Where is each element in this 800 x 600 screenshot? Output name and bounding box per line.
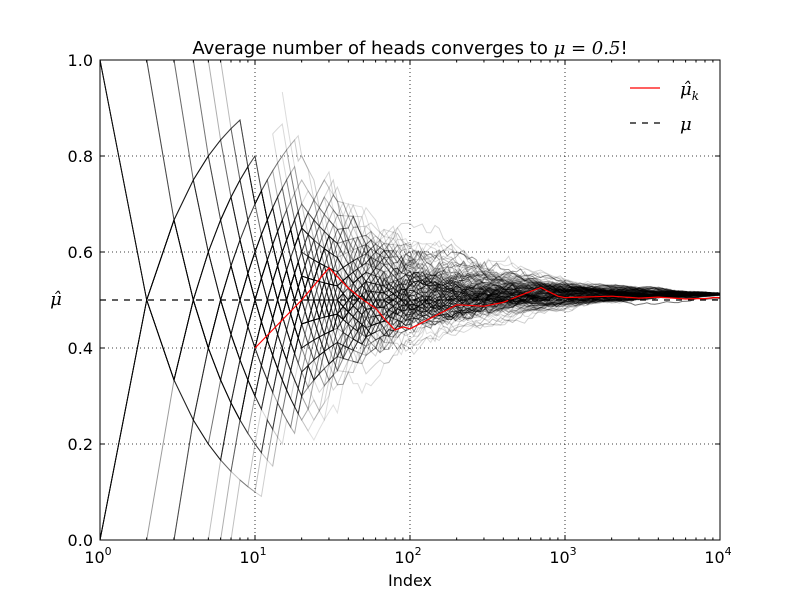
simulation-path <box>301 193 721 306</box>
simulation-path <box>254 282 721 371</box>
simulation-path <box>192 154 721 324</box>
simulation-path <box>192 179 721 323</box>
simulation-path <box>294 253 721 322</box>
simulation-path <box>207 249 721 349</box>
simulation-path <box>230 196 721 409</box>
simulation-path <box>277 162 720 323</box>
simulation-path <box>266 235 721 321</box>
simulation-path <box>173 269 721 381</box>
simulation-path <box>239 239 721 318</box>
simulation-path <box>192 238 721 421</box>
simulation-path <box>254 263 721 375</box>
simulation-path <box>247 271 721 334</box>
y-axis-ticks: 0.0 0.2 0.4 0.6 0.8 1.0 <box>68 51 720 550</box>
simulation-path <box>260 213 721 301</box>
simulation-path <box>266 134 721 296</box>
simulation-path <box>254 229 721 312</box>
simulation-path <box>272 178 721 297</box>
simulation-path <box>290 239 721 317</box>
simulation-path <box>294 235 721 301</box>
simulation-path <box>99 218 721 541</box>
simulation-path <box>266 218 721 315</box>
simulation-path <box>207 255 721 354</box>
legend-label: μ <box>680 114 692 135</box>
simulation-path <box>207 272 721 462</box>
simulation-path <box>281 260 721 331</box>
simulation-path <box>146 165 721 313</box>
y-tick-label: 0.4 <box>68 339 93 358</box>
x-tick-label: 104 <box>704 545 731 567</box>
x-tick-label: 103 <box>549 545 576 567</box>
simulation-path <box>254 203 721 301</box>
simulation-path <box>266 171 721 296</box>
y-tick-label: 0.6 <box>68 243 93 262</box>
simulation-path <box>294 234 721 300</box>
simulation-path <box>220 244 721 461</box>
series-line-running-mean <box>254 266 720 349</box>
simulation-path <box>254 275 721 349</box>
simulation-path <box>301 267 720 325</box>
x-tick-label: 102 <box>394 545 421 567</box>
simulation-path <box>286 178 720 304</box>
simulation-path <box>294 275 721 337</box>
simulation-path <box>301 227 721 310</box>
simulation-path <box>260 285 721 453</box>
x-tick-label: 100 <box>84 545 111 567</box>
simulation-path <box>239 179 721 301</box>
x-axis-ticks: 100 101 102 103 104 <box>84 60 732 567</box>
simulation-path <box>277 189 720 309</box>
simulation-path <box>192 242 721 421</box>
simulation-path <box>286 284 721 362</box>
simulation-path <box>220 219 720 329</box>
simulation-path <box>281 251 721 347</box>
y-tick-label: 0.2 <box>68 435 93 454</box>
simulation-path <box>239 255 720 329</box>
simulation-path <box>174 59 721 295</box>
simulation-path <box>294 246 721 326</box>
simulation-path <box>173 209 721 381</box>
legend: μ̂k μ <box>630 79 699 135</box>
simulation-path <box>266 222 720 325</box>
simulation-path <box>247 191 721 302</box>
series-layer <box>100 266 720 349</box>
simulation-path <box>247 272 721 381</box>
x-tick-label: 101 <box>239 545 266 567</box>
simulation-path <box>277 231 720 332</box>
simulation-path <box>297 290 721 364</box>
simulation-path <box>266 256 721 332</box>
simulation-path <box>281 91 721 295</box>
simulation-path <box>297 251 721 331</box>
simulation-path <box>207 271 721 382</box>
simulation-path <box>260 190 721 300</box>
chart-title: Average number of heads converges to μ =… <box>192 38 627 59</box>
simulation-path <box>146 154 721 321</box>
simulation-path <box>281 251 721 304</box>
simulation-path <box>99 189 721 541</box>
x-axis-label: Index <box>388 571 432 590</box>
legend-label: μ̂k <box>680 79 699 103</box>
simulation-path <box>230 165 721 302</box>
simulation-path <box>290 235 721 312</box>
simulation-path <box>174 59 721 365</box>
simulation-path <box>297 280 721 382</box>
simulation-path <box>220 154 721 327</box>
simulation-path <box>146 228 721 541</box>
simulation-path <box>174 271 721 541</box>
simulation-path <box>192 279 721 372</box>
simulation-path <box>266 266 721 339</box>
simulation-path <box>193 59 720 318</box>
simulation-path <box>294 248 721 324</box>
y-tick-label: 0.8 <box>68 147 93 166</box>
simulation-path <box>230 128 721 301</box>
simulation-path <box>272 267 721 340</box>
y-tick-label: 1.0 <box>68 51 93 70</box>
simulation-path <box>277 239 721 329</box>
simulation-path <box>301 267 721 346</box>
y-axis-label: μ̂ <box>50 289 62 310</box>
y-tick-label: 0.0 <box>68 531 93 550</box>
simulation-path <box>277 267 721 382</box>
simulation-path <box>294 230 721 295</box>
